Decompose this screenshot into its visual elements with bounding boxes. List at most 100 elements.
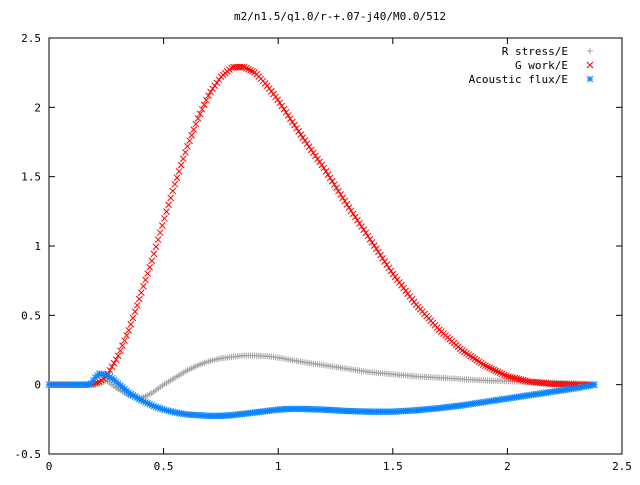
data-point [307,146,315,154]
data-point [182,149,189,156]
data-point [318,161,326,169]
data-point [169,187,177,195]
data-point [345,204,353,211]
data-point [328,177,336,185]
data-point [144,270,151,277]
data-point [301,137,309,145]
data-point [498,370,506,378]
y-tick-label: 2 [34,101,41,114]
legend-marker [587,48,593,54]
data-point [517,376,525,384]
legend-marker [586,75,594,83]
data-point [276,99,284,107]
data-point [511,374,519,382]
data-point [295,128,303,135]
data-point [121,337,128,344]
data-point [163,208,170,215]
data-point [381,258,389,265]
data-point [116,347,124,355]
data-point [289,118,296,126]
data-point [211,82,219,90]
series-g-work-e [45,63,598,389]
data-point [146,263,154,271]
data-point [370,242,378,249]
y-tick-label: 1.5 [21,171,41,184]
data-point [299,134,307,141]
y-tick-label: 2.5 [21,32,41,45]
chart-title: m2/n1.5/q1.0/r-+.07-j40/M0.0/512 [234,10,446,23]
data-point [196,110,204,118]
data-point [385,264,393,272]
data-point [513,375,521,382]
data-point [364,232,372,240]
x-tick-label: 0.5 [154,460,174,473]
data-point [242,64,250,72]
data-point [482,362,489,370]
data-point [379,254,386,262]
data-point [515,375,523,383]
data-point [356,220,363,227]
data-point [148,257,156,265]
data-point [284,112,292,119]
data-point [383,261,391,268]
data-point [114,352,122,360]
data-point [282,108,290,116]
data-point [337,191,344,198]
data-point [238,63,246,71]
data-point [123,332,130,339]
data-point [274,96,282,104]
data-point [343,200,351,208]
data-point [125,327,133,334]
y-tick-label: 1 [34,240,41,253]
data-point [209,85,217,93]
data-point [335,187,342,195]
data-point [496,369,504,377]
data-point [244,65,252,73]
data-point [360,226,368,234]
data-point [280,105,288,113]
data-point [200,101,208,109]
data-point [167,194,175,202]
data-point [375,248,382,256]
data-point [188,131,196,139]
data-point [324,171,332,178]
data-point [198,105,206,113]
x-tick-label: 1.5 [383,460,403,473]
data-point [500,371,508,379]
data-point [133,301,141,309]
data-point [486,364,493,372]
x-tick-label: 2 [504,460,511,473]
data-point [291,121,298,129]
data-point [135,295,143,303]
data-point [137,289,145,296]
data-point [119,342,126,349]
data-point [494,368,502,376]
data-point [150,250,158,258]
data-point [509,374,517,381]
data-point [247,66,254,74]
data-point [158,222,166,229]
data-point [521,377,529,385]
legend-marker [586,61,594,69]
data-point [507,373,514,381]
data-point [213,79,221,87]
data-point [505,373,512,380]
x-tick-label: 0 [46,460,53,473]
series-acoustic-flux-e [45,370,598,420]
data-point [156,229,164,236]
y-tick-label: -0.5 [15,448,42,461]
data-point [165,201,172,209]
data-point [192,120,200,128]
data-point [171,180,179,188]
data-point [186,137,193,145]
data-point [354,216,361,224]
y-tick-label: 0 [34,379,41,392]
data-point [127,320,135,328]
data-point [175,168,183,175]
y-tick-label: 0.5 [21,309,41,322]
data-point [152,243,160,251]
data-point [205,92,212,99]
data-point [249,67,256,75]
data-point [203,96,210,104]
data-point [320,164,328,172]
